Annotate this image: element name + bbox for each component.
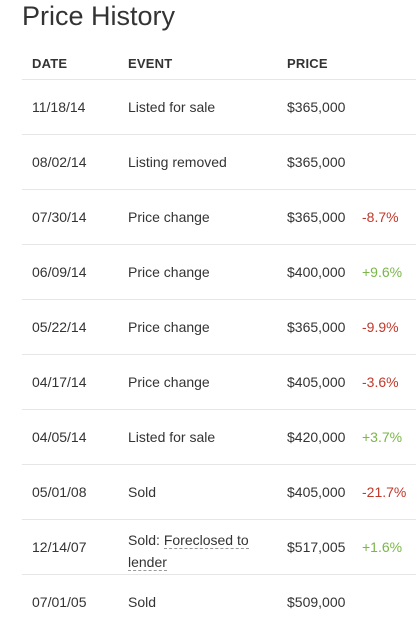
row-price-change: +3.7% (362, 429, 403, 445)
table-row: 04/17/14 Price change $405,000 -3.6% (22, 355, 416, 410)
table-row: 11/18/14 Listed for sale $365,000 (22, 80, 416, 135)
row-price-change: -21.7% (362, 484, 407, 500)
row-price-change: -8.7% (362, 209, 399, 225)
row-date: 04/05/14 (32, 429, 87, 445)
row-price: $517,005 (287, 539, 346, 555)
row-price-change: -9.9% (362, 319, 399, 335)
row-price: $405,000 (287, 484, 346, 500)
row-event: Sold (128, 594, 157, 610)
header-event: EVENT (128, 56, 173, 71)
table-header: DATE EVENT PRICE (22, 46, 416, 80)
row-date: 06/09/14 (32, 264, 87, 280)
row-price-change: +9.6% (362, 264, 403, 280)
row-price: $365,000 (287, 154, 346, 170)
row-event: Listed for sale (128, 429, 216, 445)
table-row: 06/09/14 Price change $400,000 +9.6% (22, 245, 416, 300)
row-price-change: +1.6% (362, 539, 403, 555)
row-price: $405,000 (287, 374, 346, 390)
row-date: 07/30/14 (32, 209, 87, 225)
foreclosed-link[interactable]: Foreclosed to (163, 532, 249, 549)
event-prefix: Sold: (128, 532, 164, 548)
row-event: Price change (128, 374, 210, 390)
row-date: 05/01/08 (32, 484, 87, 500)
row-event: Price change (128, 209, 210, 225)
row-date: 07/01/05 (32, 594, 87, 610)
table-row: 07/01/05 Sold $509,000 (22, 575, 416, 629)
row-event: Price change (128, 319, 210, 335)
row-date: 12/14/07 (32, 539, 87, 555)
row-event: Listed for sale (128, 99, 216, 115)
row-price: $365,000 (287, 209, 346, 225)
row-date: 08/02/14 (32, 154, 87, 170)
row-date: 05/22/14 (32, 319, 87, 335)
row-date: 04/17/14 (32, 374, 87, 390)
header-date: DATE (32, 56, 68, 71)
row-price: $365,000 (287, 99, 346, 115)
table-row: 12/14/07 Sold: Foreclosed to lender $517,… (22, 520, 416, 575)
row-event: Listing removed (128, 154, 227, 170)
price-history-table: DATE EVENT PRICE 11/18/14 Listed for sal… (22, 46, 416, 629)
row-price: $400,000 (287, 264, 346, 280)
table-row: 05/22/14 Price change $365,000 -9.9% (22, 300, 416, 355)
page-title: Price History (22, 1, 176, 31)
row-price: $420,000 (287, 429, 346, 445)
table-row: 08/02/14 Listing removed $365,000 (22, 135, 416, 190)
header-price: PRICE (287, 56, 328, 71)
table-row: 04/05/14 Listed for sale $420,000 +3.7% (22, 410, 416, 465)
row-price: $365,000 (287, 319, 346, 335)
row-event: Sold (128, 484, 157, 500)
row-price: $509,000 (287, 594, 346, 610)
table-row: 05/01/08 Sold $405,000 -21.7% (22, 465, 416, 520)
row-date: 11/18/14 (32, 99, 86, 115)
row-event: Price change (128, 264, 210, 280)
table-row: 07/30/14 Price change $365,000 -8.7% (22, 190, 416, 245)
row-price-change: -3.6% (362, 374, 399, 390)
lender-link[interactable]: lender (128, 554, 167, 571)
row-event: Sold: Foreclosed to lender (128, 529, 278, 573)
